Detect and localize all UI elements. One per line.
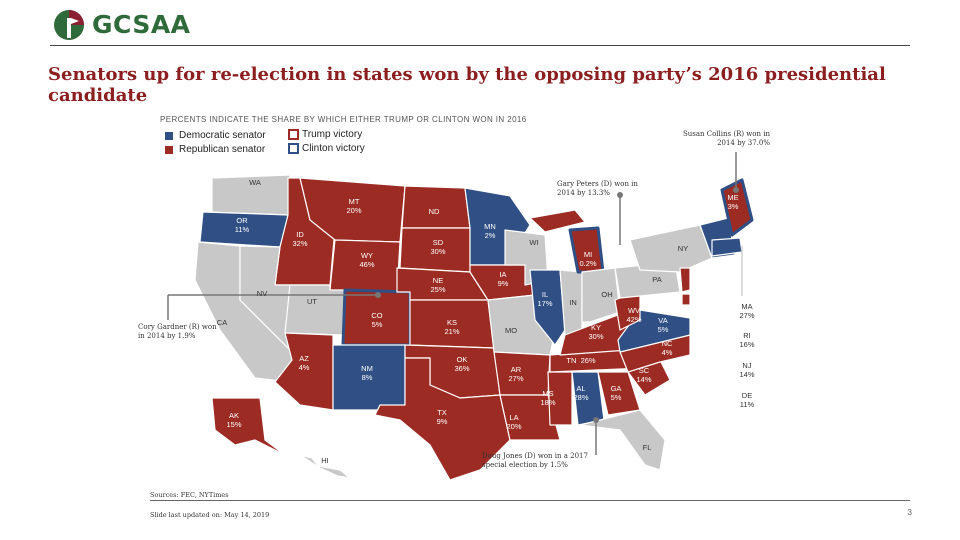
label-wa: WA xyxy=(249,178,261,187)
page-title: Senators up for re-election in states wo… xyxy=(48,64,886,106)
label-nj: NJ 14% xyxy=(739,361,755,379)
footer-divider xyxy=(150,500,910,501)
dem-swatch xyxy=(165,131,173,140)
label-la: LA 20% xyxy=(506,413,522,431)
legend-trump-label: Trump victory xyxy=(302,129,363,140)
callout-gardner: Cory Gardner (R) won in 2014 by 1.9% xyxy=(138,323,217,340)
label-ks: KS 21% xyxy=(444,318,460,336)
label-ar: AR 27% xyxy=(508,365,524,383)
jones-dot xyxy=(593,417,599,423)
sources-note: Sources: FEC, NYTimes xyxy=(150,491,229,499)
state-de xyxy=(681,293,691,306)
label-mi: MI 0.2% xyxy=(579,250,597,268)
state-ut xyxy=(284,284,346,336)
callout-peters: Gary Peters (D) won in 2014 by 13.3% xyxy=(557,180,638,197)
label-va: VA 5% xyxy=(657,316,669,334)
label-mo: MO xyxy=(504,326,518,335)
label-co: CO 5% xyxy=(371,311,383,329)
gcsaa-logo: GCSAA xyxy=(52,8,202,42)
label-nm: NM 8% xyxy=(361,364,373,382)
label-ky: KY 30% xyxy=(588,323,604,341)
label-az: AZ 4% xyxy=(298,354,310,372)
label-ny: NY xyxy=(677,244,689,253)
label-al: AL 28% xyxy=(573,384,589,402)
label-mn: MN 2% xyxy=(484,222,496,240)
brand-name: GCSAA xyxy=(92,10,191,39)
label-hi: HI xyxy=(321,456,329,465)
label-ri: RI 16% xyxy=(739,331,755,349)
state-la xyxy=(499,394,561,441)
legend-dem-label: Democratic senator xyxy=(179,130,266,141)
header-divider xyxy=(50,45,910,46)
rep-swatch xyxy=(165,145,173,154)
callout-jones: Doug Jones (D) won in a 2017 special ele… xyxy=(482,452,588,469)
state-ny xyxy=(629,224,713,273)
state-tx xyxy=(374,357,511,481)
label-tx: TX 9% xyxy=(436,408,448,426)
label-ia: IA 9% xyxy=(497,270,509,288)
label-nd: ND xyxy=(428,207,440,216)
state-hi xyxy=(299,454,351,479)
legend-clinton: Clinton victory xyxy=(288,143,365,154)
state-nj xyxy=(679,267,691,293)
legend-clinton-label: Clinton victory xyxy=(302,143,365,154)
peters-dot xyxy=(617,192,623,198)
label-in: IN xyxy=(569,298,577,307)
label-ut: UT xyxy=(307,297,317,306)
state-il xyxy=(529,269,566,346)
gardner-leader xyxy=(167,294,378,320)
state-az xyxy=(274,332,334,411)
legend-trump: Trump victory xyxy=(288,129,362,140)
label-ca: CA xyxy=(216,318,228,327)
label-wi: WI xyxy=(529,238,539,247)
label-nc: NC 4% xyxy=(661,339,673,357)
state-fl xyxy=(579,409,666,471)
legend-rep-label: Republican senator xyxy=(179,144,266,155)
label-sd: SD 30% xyxy=(430,238,446,256)
state-ak xyxy=(211,397,286,456)
label-me: ME 3% xyxy=(727,193,739,211)
label-wv: WV 42% xyxy=(626,306,642,324)
label-tn: TN 26% xyxy=(566,356,596,365)
updated-note: Slide last updated on: May 14, 2019 xyxy=(150,511,270,519)
label-id: ID 32% xyxy=(292,230,308,248)
label-sc: SC 14% xyxy=(636,366,652,384)
legend-republican: Republican senator xyxy=(165,144,265,155)
label-nv: NV xyxy=(256,289,268,298)
label-pa: PA xyxy=(652,275,662,284)
collins-dot xyxy=(733,187,739,193)
label-fl: FL xyxy=(642,443,652,452)
label-ga: GA 5% xyxy=(610,384,622,402)
label-or: OR 11% xyxy=(234,216,250,234)
label-oh: OH xyxy=(601,290,613,299)
gardner-dot xyxy=(375,292,381,298)
label-il: IL 17% xyxy=(537,290,553,308)
label-ma: MA 27% xyxy=(739,302,755,320)
label-ok: OK 36% xyxy=(454,355,470,373)
label-de: DE 11% xyxy=(739,391,755,409)
callout-collins: Susan Collins (R) won in 2014 by 37.0% xyxy=(682,130,770,147)
globe-icon xyxy=(54,10,84,40)
page-number: 3 xyxy=(907,508,912,517)
state-ma xyxy=(711,237,743,257)
state-mi-up xyxy=(529,209,586,233)
label-ak: AK 15% xyxy=(226,411,242,429)
legend-democratic: Democratic senator xyxy=(165,130,266,141)
state-oh xyxy=(581,267,621,323)
label-ms: MS 18% xyxy=(540,389,556,407)
map-subtitle: PERCENTS INDICATE THE SHARE BY WHICH EIT… xyxy=(160,115,527,124)
clinton-swatch xyxy=(288,143,299,154)
label-mt: MT 20% xyxy=(346,197,362,215)
trump-swatch xyxy=(288,129,299,140)
label-ne: NE 25% xyxy=(430,276,446,294)
label-wy: WY 46% xyxy=(359,251,375,269)
